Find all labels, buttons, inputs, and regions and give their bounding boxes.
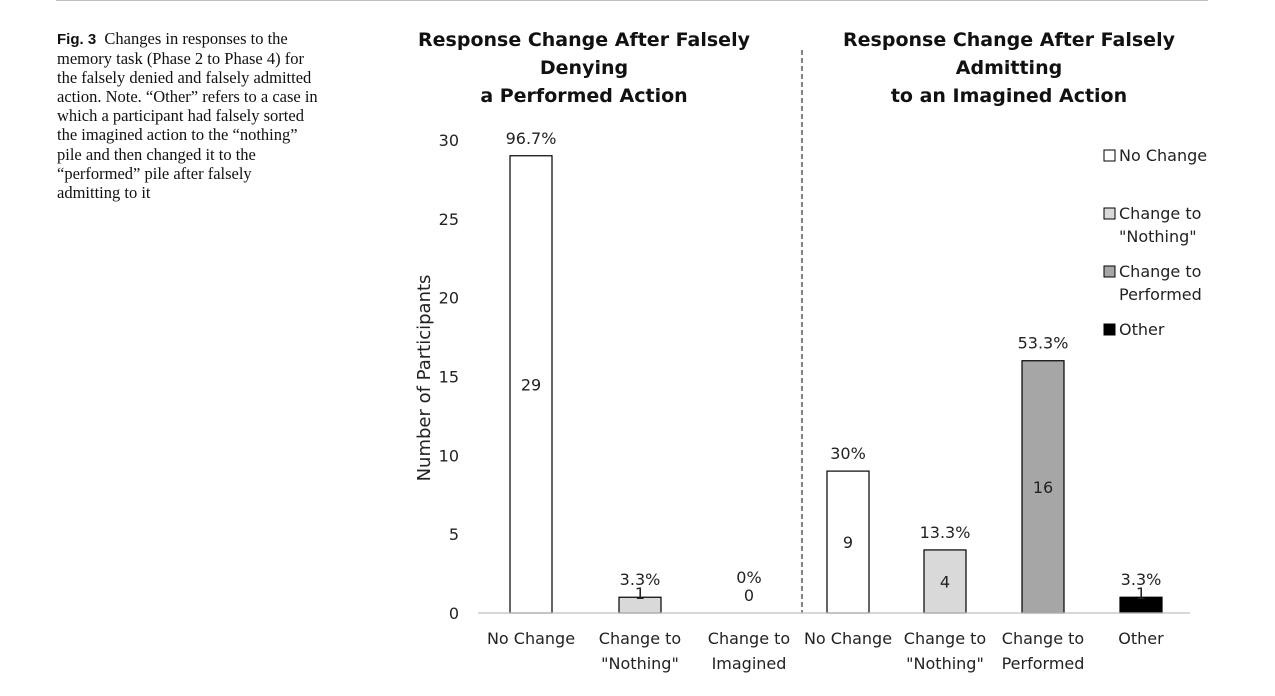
count-label: 29	[521, 375, 541, 394]
panel-title-line: Response Change After Falsely	[418, 29, 751, 51]
percent-label: 13.3%	[920, 523, 971, 542]
panel-title-line: a Performed Action	[480, 85, 687, 107]
category-label: Change to	[904, 629, 986, 648]
y-tick-label: 15	[439, 368, 459, 387]
count-label: 0	[744, 586, 754, 605]
figure-caption: Fig. 3 Changes in responses to the memor…	[57, 29, 319, 202]
category-label: "Nothing"	[601, 654, 679, 673]
y-tick-label: 0	[449, 604, 459, 623]
percent-label: 53.3%	[1018, 334, 1069, 353]
legend-swatch	[1103, 149, 1116, 162]
count-label: 16	[1033, 478, 1053, 497]
legend-label: Change to	[1119, 204, 1201, 223]
y-axis-label: Number of Participants	[414, 275, 435, 482]
percent-label: 3.3%	[1121, 570, 1162, 589]
percent-label: 3.3%	[620, 570, 661, 589]
panel-title-line: Response Change After Falsely	[843, 29, 1176, 51]
legend-label: Change to	[1119, 262, 1201, 281]
percent-label: 96.7%	[506, 129, 557, 148]
y-tick-label: 10	[439, 446, 459, 465]
legend-label: Performed	[1119, 285, 1202, 304]
legend-label: "Nothing"	[1119, 227, 1197, 246]
category-label: No Change	[487, 629, 575, 648]
legend-swatch	[1103, 323, 1116, 336]
top-rule	[56, 0, 1208, 1]
y-tick-label: 30	[439, 131, 459, 150]
percent-label: 0%	[736, 568, 761, 587]
panel-title-line: Denying	[540, 57, 628, 79]
caption-text: Changes in responses to the memory task …	[57, 29, 318, 202]
bar	[1021, 360, 1065, 614]
category-label: Change to	[708, 629, 790, 648]
category-label: Other	[1118, 629, 1164, 648]
y-tick-label: 20	[439, 289, 459, 308]
caption-label: Fig. 3	[57, 31, 97, 48]
category-label: No Change	[804, 629, 892, 648]
category-label: Performed	[1002, 654, 1085, 673]
count-label: 1	[1136, 584, 1146, 603]
count-label: 1	[635, 584, 645, 603]
panel-title-line: Admitting	[956, 57, 1062, 79]
category-label: Change to	[599, 629, 681, 648]
legend-label: No Change	[1119, 146, 1207, 165]
legend-swatch	[1103, 265, 1116, 278]
y-tick-label: 5	[449, 525, 459, 544]
panel-title-line: to an Imagined Action	[891, 85, 1127, 107]
y-tick-label: 25	[439, 210, 459, 229]
category-label: Change to	[1002, 629, 1084, 648]
count-label: 4	[940, 572, 950, 591]
category-label: Imagined	[712, 654, 787, 673]
percent-label: 30%	[830, 444, 866, 463]
category-label: "Nothing"	[906, 654, 984, 673]
count-label: 9	[843, 533, 853, 552]
legend-swatch	[1103, 207, 1116, 220]
legend-label: Other	[1119, 320, 1165, 339]
